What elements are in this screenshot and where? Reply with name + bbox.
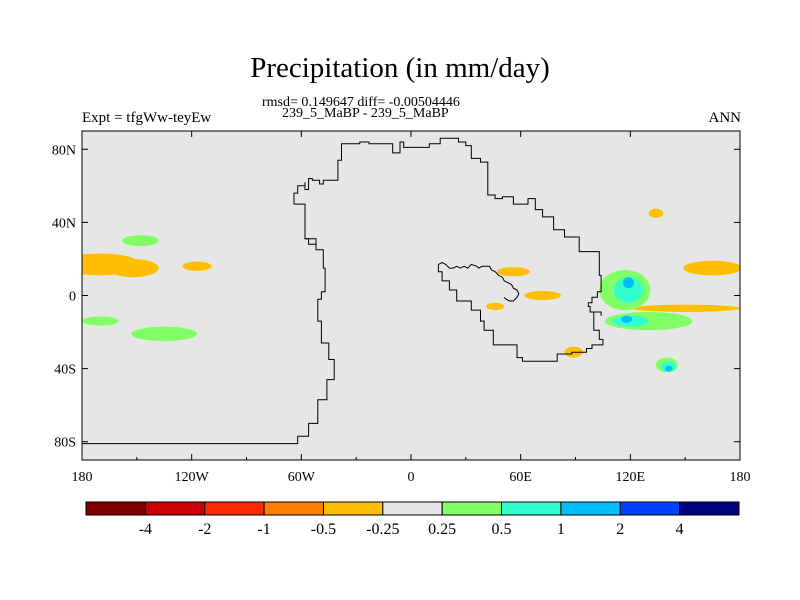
colorbar-swatch-2 xyxy=(204,501,265,516)
colorbar-label-3: -0.5 xyxy=(311,521,336,538)
colorbar-swatch-4 xyxy=(322,501,384,516)
y-tick-label-2: 0 xyxy=(69,290,76,305)
colorbar-swatch-3 xyxy=(263,501,324,516)
chart-title: Precipitation (in mm/day) xyxy=(250,52,550,84)
x-tick-label-5: 120E xyxy=(616,470,646,485)
coastlines xyxy=(82,137,604,445)
anomaly-region-16 xyxy=(613,277,644,303)
anomaly-region-10 xyxy=(648,208,664,218)
coastline-4 xyxy=(593,311,602,316)
colorbar-swatch-0 xyxy=(85,501,146,516)
colorbar: -4 -2 -1 -0.5 -0.25 0.25 0.5 1 2 4 xyxy=(85,501,740,538)
colorbar-swatch-9 xyxy=(619,501,681,516)
x-tick-label-0: 180 xyxy=(72,470,93,485)
x-tick-label-3: 0 xyxy=(408,470,415,485)
colorbar-swatch-8 xyxy=(560,501,621,516)
anomaly-region-7 xyxy=(524,290,561,301)
anomaly-region-4 xyxy=(82,316,119,326)
colorbar-label-7: 1 xyxy=(557,521,565,538)
anomaly-region-1 xyxy=(107,258,159,278)
colorbar-label-0: -4 xyxy=(139,521,152,538)
colorbar-swatch-10 xyxy=(679,501,740,516)
x-tick-label-1: 120W xyxy=(175,470,210,485)
anomaly-region-12 xyxy=(630,304,740,312)
x-tick-label-4: 60E xyxy=(509,470,532,485)
anomaly-region-11 xyxy=(683,260,740,276)
coastline-1 xyxy=(438,262,520,302)
case-line: 239_5_MaBP - 239_5_MaBP xyxy=(282,106,449,121)
colorbar-label-6: 0.5 xyxy=(492,521,512,538)
axis-ticks: 180 120W 60W 0 60E 120E 180 80N 40N 0 40S 80S xyxy=(52,131,751,485)
y-tick-label-1: 40N xyxy=(52,216,76,231)
colorbar-label-1: -2 xyxy=(198,521,211,538)
coastline-0 xyxy=(82,137,604,445)
anomaly-region-2 xyxy=(182,261,212,271)
anomaly-region-5 xyxy=(131,326,198,342)
y-tick-label-3: 40S xyxy=(54,363,76,378)
anomaly-region-20 xyxy=(621,315,633,323)
colorbar-swatch-6 xyxy=(441,501,503,516)
stats-line: rmsd= 0.149647 diff= -0.00504446 xyxy=(262,95,460,110)
x-tick-label-2: 60W xyxy=(288,470,316,485)
anomaly-region-21 xyxy=(665,365,673,372)
colorbar-swatch-7 xyxy=(501,501,562,516)
colorbar-label-9: 4 xyxy=(676,521,684,538)
anomaly-region-3 xyxy=(122,235,159,247)
x-tick-label-6: 180 xyxy=(730,470,751,485)
colorbar-swatch-5 xyxy=(382,501,443,516)
y-tick-label-4: 80S xyxy=(54,436,76,451)
y-tick-label-0: 80N xyxy=(52,143,76,158)
colorbar-swatch-1 xyxy=(144,501,206,516)
anomaly-regions xyxy=(82,208,740,373)
colorbar-label-4: -0.25 xyxy=(366,521,399,538)
colorbar-label-5: 0.25 xyxy=(428,521,456,538)
colorbar-label-8: 2 xyxy=(616,521,624,538)
expt-label: Expt = tfgWw-teyEw xyxy=(82,110,212,126)
coastline-2 xyxy=(305,238,316,245)
season-label: ANN xyxy=(708,110,742,126)
anomaly-region-8 xyxy=(485,302,505,311)
colorbar-label-2: -1 xyxy=(257,521,270,538)
anomaly-region-6 xyxy=(496,267,530,277)
anomaly-region-19 xyxy=(623,277,634,289)
